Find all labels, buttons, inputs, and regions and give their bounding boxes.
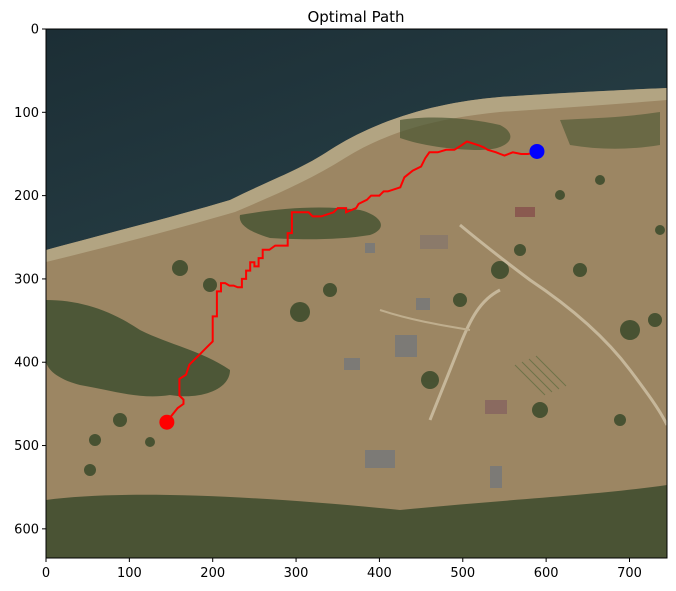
x-tick-label: 200 (200, 566, 225, 581)
y-tick-label: 600 (14, 522, 39, 537)
y-tick-label: 100 (14, 106, 39, 121)
x-tick-label: 300 (284, 566, 309, 581)
x-tick-label: 100 (117, 566, 142, 581)
y-tick-label: 300 (14, 272, 39, 287)
optimal-path-line (166, 140, 538, 423)
aerial-map-image (46, 29, 667, 558)
y-tick-label: 500 (14, 439, 39, 454)
x-axis: 0 100 200 300 400 500 600 700 (42, 558, 642, 581)
x-tick-label: 0 (42, 566, 50, 581)
chart-title: Optimal Path (307, 8, 404, 26)
y-tick-label: 200 (14, 189, 39, 204)
x-tick-label: 700 (617, 566, 642, 581)
y-tick-label: 400 (14, 356, 39, 371)
start-point-marker (159, 414, 175, 430)
x-tick-label: 500 (450, 566, 475, 581)
y-tick-label: 0 (31, 23, 39, 38)
axes-frame (45, 28, 668, 559)
end-point-marker (529, 143, 545, 159)
y-axis: 0 100 200 300 400 500 600 (14, 23, 46, 537)
x-tick-label: 600 (534, 566, 559, 581)
x-tick-label: 400 (367, 566, 392, 581)
plot-layer (159, 140, 545, 430)
